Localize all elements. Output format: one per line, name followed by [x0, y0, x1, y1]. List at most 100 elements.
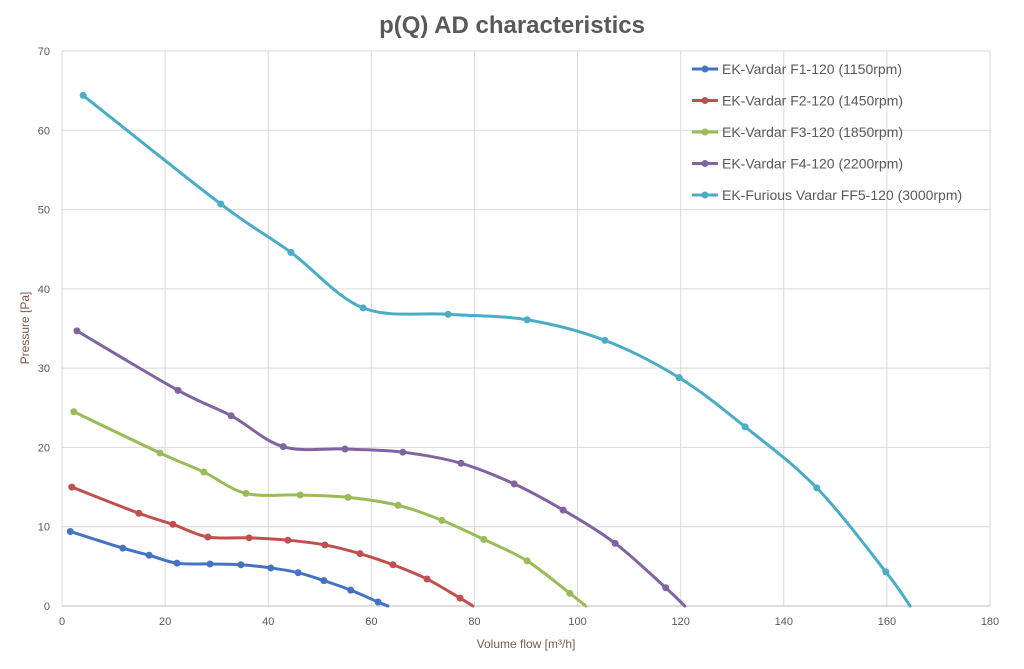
data-point: [73, 327, 81, 335]
data-point: [457, 459, 465, 467]
grid: [61, 50, 991, 607]
x-axis-label: Volume flow [m³/h]: [477, 637, 576, 651]
series-group: [66, 91, 912, 608]
y-tick-label: 10: [38, 522, 50, 534]
data-point: [169, 520, 177, 528]
data-point: [359, 304, 367, 312]
data-point: [204, 533, 212, 541]
legend-label: EK-Vardar F2-120 (1450rpm): [722, 93, 903, 109]
data-point: [217, 200, 225, 208]
legend-swatch-marker: [701, 128, 709, 136]
data-point: [480, 535, 488, 543]
legend: EK-Vardar F1-120 (1150rpm) EK-Vardar F2-1…: [692, 61, 962, 203]
data-point: [374, 598, 382, 606]
data-point: [559, 506, 567, 514]
data-point: [566, 589, 574, 597]
data-point: [399, 448, 407, 456]
series-line: [70, 485, 475, 608]
data-point: [394, 501, 402, 509]
series-1: [66, 527, 390, 608]
legend-label: EK-Furious Vardar FF5-120 (3000rpm): [722, 187, 962, 203]
x-tick-label: 120: [671, 616, 689, 628]
data-point: [135, 509, 143, 517]
legend-item: EK-Furious Vardar FF5-120 (3000rpm): [692, 187, 962, 203]
data-point: [347, 586, 355, 594]
data-point: [245, 534, 253, 542]
data-point: [119, 544, 127, 552]
data-point: [601, 336, 609, 344]
data-point: [389, 561, 397, 569]
legend-swatch-marker: [701, 191, 709, 199]
data-point: [456, 594, 464, 602]
data-point: [438, 516, 446, 524]
data-point: [79, 91, 87, 99]
y-tick-label: 30: [38, 363, 50, 375]
legend-item: EK-Vardar F1-120 (1150rpm): [692, 61, 902, 77]
legend-item: EK-Vardar F4-120 (2200rpm): [692, 156, 903, 172]
data-point: [287, 248, 295, 256]
data-point: [320, 577, 328, 585]
data-point: [882, 568, 890, 576]
data-point: [279, 443, 287, 451]
y-tick-label: 40: [38, 284, 50, 296]
y-axis-label: Pressure [Pa]: [18, 292, 32, 365]
data-point: [344, 493, 352, 501]
y-tick-label: 60: [38, 125, 50, 137]
data-point: [237, 561, 245, 569]
x-tick-label: 20: [159, 616, 171, 628]
legend-label: EK-Vardar F1-120 (1150rpm): [722, 61, 902, 77]
data-point: [242, 489, 250, 497]
data-point: [341, 445, 349, 453]
series-line: [75, 329, 687, 608]
data-point: [296, 491, 304, 499]
series-line: [68, 529, 390, 608]
chart-title: p(Q) AD characteristics: [379, 12, 645, 39]
data-point: [284, 536, 292, 544]
x-tick-label: 100: [568, 616, 586, 628]
x-tick-label: 80: [468, 616, 480, 628]
legend-label: EK-Vardar F4-120 (2200rpm): [722, 156, 903, 172]
x-tick-label: 180: [981, 616, 999, 628]
data-point: [156, 449, 164, 457]
data-point: [174, 386, 182, 394]
data-point: [321, 541, 329, 549]
data-point: [523, 316, 531, 324]
data-point: [66, 527, 74, 535]
data-point: [267, 564, 275, 572]
legend-swatch-marker: [701, 160, 709, 167]
legend-swatch-marker: [701, 97, 709, 104]
data-point: [70, 408, 78, 416]
series-4: [73, 327, 687, 608]
data-point: [523, 557, 531, 565]
y-tick-label: 20: [38, 442, 50, 454]
data-point: [206, 560, 214, 568]
data-point: [68, 483, 76, 491]
data-point: [662, 584, 670, 592]
x-tick-label: 40: [262, 616, 274, 628]
x-tick-label: 60: [365, 616, 377, 628]
series-line: [81, 93, 912, 608]
y-tick-label: 0: [44, 601, 50, 613]
legend-item: EK-Vardar F3-120 (1850rpm): [692, 124, 903, 140]
data-point: [227, 412, 235, 420]
legend-swatch-marker: [701, 65, 709, 73]
data-point: [675, 374, 683, 382]
y-tick-label: 70: [38, 46, 50, 58]
data-point: [200, 468, 208, 476]
data-point: [145, 551, 153, 559]
data-point: [173, 559, 181, 567]
data-point: [444, 310, 452, 318]
x-tick-label: 140: [775, 616, 793, 628]
series-3: [70, 408, 588, 608]
data-point: [423, 575, 431, 583]
data-point: [294, 569, 302, 577]
legend-label: EK-Vardar F3-120 (1850rpm): [722, 124, 903, 140]
series-5: [79, 91, 912, 608]
y-tick-label: 50: [38, 205, 50, 217]
data-point: [611, 539, 619, 547]
legend-item: EK-Vardar F2-120 (1450rpm): [692, 93, 903, 109]
x-tick-label: 160: [878, 616, 896, 628]
data-point: [356, 550, 364, 558]
x-tick-label: 0: [59, 616, 65, 628]
